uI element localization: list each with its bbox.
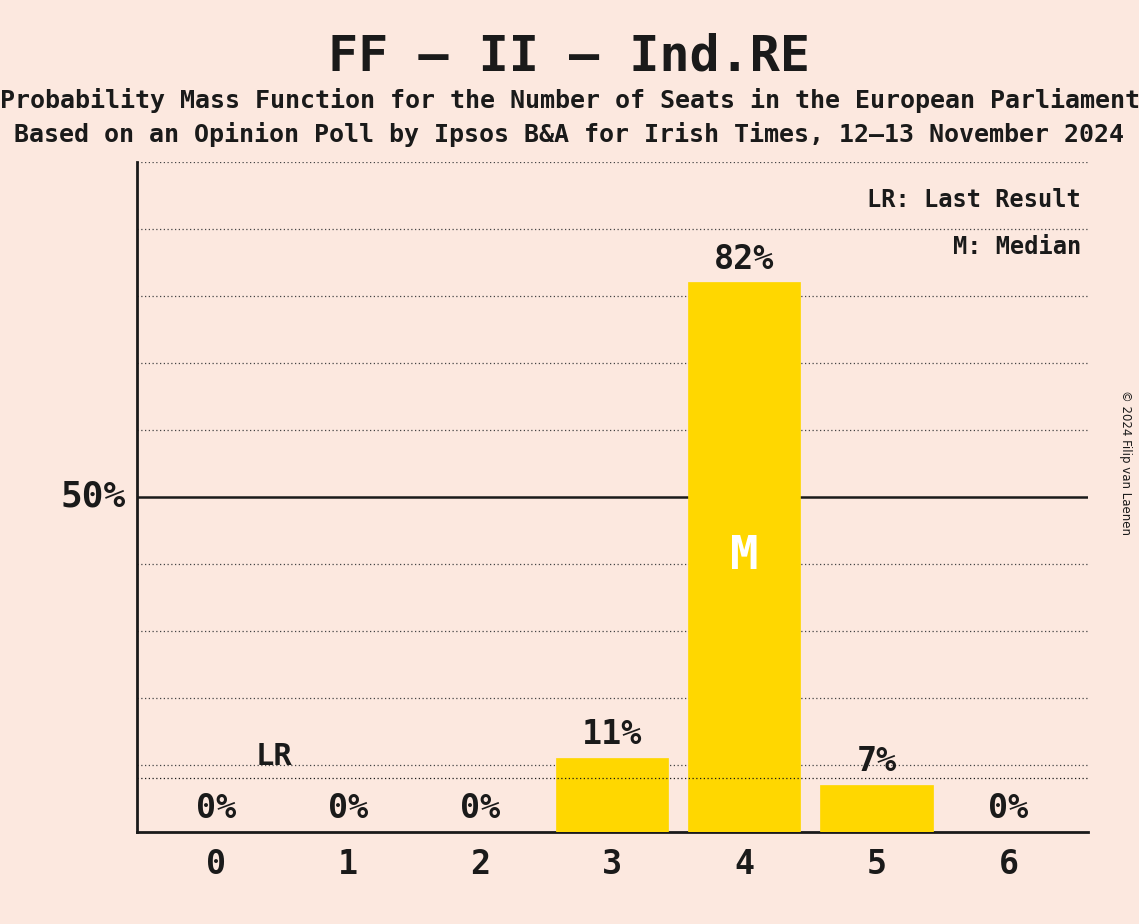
Text: LR: LR <box>255 742 293 772</box>
Text: 82%: 82% <box>714 243 775 275</box>
Text: Based on an Opinion Poll by Ipsos B&A for Irish Times, 12–13 November 2024: Based on an Opinion Poll by Ipsos B&A fo… <box>15 122 1124 147</box>
Text: 7%: 7% <box>857 745 896 778</box>
Text: 50%: 50% <box>60 480 126 514</box>
Bar <box>688 283 801 832</box>
Text: LR: Last Result: LR: Last Result <box>868 188 1081 213</box>
Text: 0%: 0% <box>989 792 1029 825</box>
Text: 0%: 0% <box>196 792 236 825</box>
Text: M: M <box>730 534 759 579</box>
Text: 11%: 11% <box>582 718 642 751</box>
Text: FF – II – Ind.RE: FF – II – Ind.RE <box>328 32 811 80</box>
Text: 0%: 0% <box>328 792 368 825</box>
Bar <box>820 784 933 832</box>
Text: Probability Mass Function for the Number of Seats in the European Parliament: Probability Mass Function for the Number… <box>0 88 1139 113</box>
Text: © 2024 Filip van Laenen: © 2024 Filip van Laenen <box>1118 390 1132 534</box>
Text: M: Median: M: Median <box>953 236 1081 260</box>
Text: 0%: 0% <box>460 792 500 825</box>
Bar <box>556 758 669 832</box>
